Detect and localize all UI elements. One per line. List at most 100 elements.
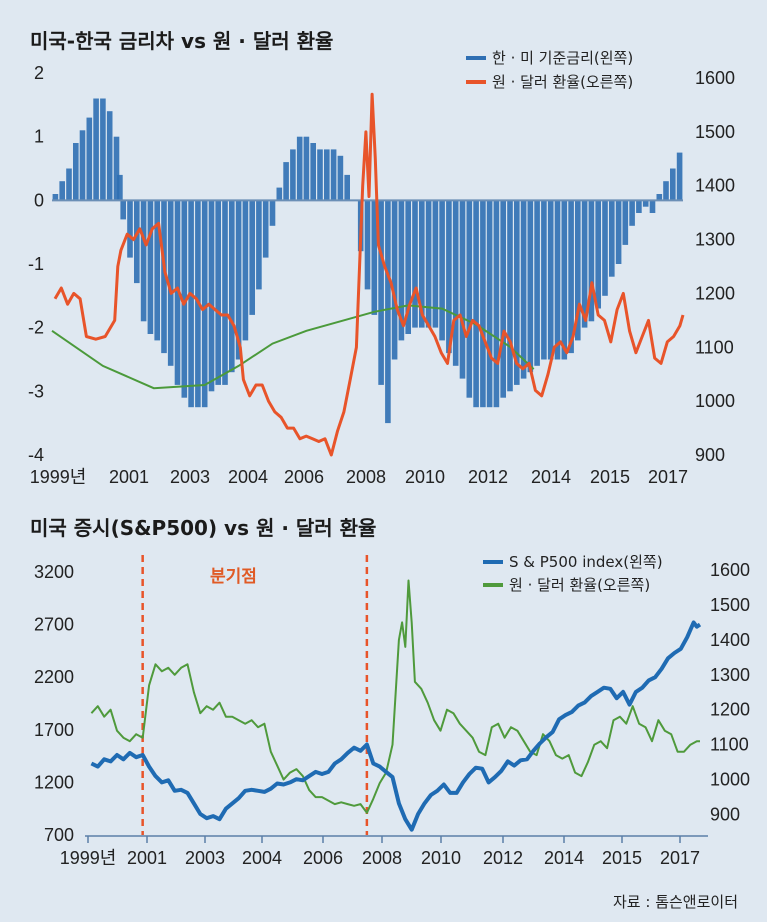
chart2-left-tick-4: 1200	[34, 772, 74, 792]
chart1-left-tick-6: -4	[28, 445, 44, 465]
chart1-left-tick-3: -1	[28, 254, 44, 274]
chart1-right-tick-7: 900	[695, 445, 725, 465]
chart1-bar-3	[73, 143, 79, 201]
chart1-bar-59	[446, 200, 452, 354]
chart1-title: 미국-한국 금리차 vs 원 · 달러 환율	[30, 29, 333, 53]
chart1-x-tick-5: 2008	[346, 467, 386, 487]
chart1-fx-line	[53, 92, 685, 457]
chart1-bar-14	[140, 200, 147, 322]
chart1-bar-77	[568, 200, 574, 354]
chart1-bar-92	[670, 168, 676, 201]
chart2-x-tick-10: 2017	[660, 848, 700, 868]
chart1-bar-17	[161, 200, 167, 354]
chart1-bar-82	[602, 200, 608, 296]
chart1-bar-85	[622, 200, 629, 245]
chart1-x-tick-1: 2001	[109, 467, 149, 487]
chart1-bar-78	[575, 200, 581, 341]
chart1-bar-37	[296, 136, 303, 201]
chart2-legend-label-0: S & P500 index(왼쪽)	[509, 553, 663, 571]
chart1-bar-19	[174, 200, 181, 385]
chart1-bar-53	[405, 200, 411, 334]
chart1-x-tick-3: 2004	[228, 467, 268, 487]
chart2-legend: S & P500 index(왼쪽) 원 · 달러 환율(오른쪽)	[483, 553, 663, 594]
chart2-right-tick-4: 1200	[710, 700, 750, 720]
chart1-bar-12	[127, 200, 133, 258]
chart1-bar-41	[324, 149, 330, 201]
chart1-bar-2	[66, 168, 72, 201]
chart1-right-tick-0: 1600	[695, 68, 735, 88]
chart1-bar-65	[486, 200, 493, 408]
chart1-legend: 한 · 미 기준금리(왼쪽) 원 · 달러 환율(오른쪽)	[466, 49, 633, 91]
chart1-bar-18	[167, 200, 174, 366]
chart1-bar-30	[249, 200, 255, 315]
chart1-bar-38	[303, 136, 310, 201]
chart1-bar-73	[541, 200, 547, 360]
chart1-bar-11	[120, 200, 126, 220]
chart2-left-tick-0: 3200	[34, 562, 74, 582]
chart1-bar-86	[629, 200, 635, 226]
chart1-left-tick-0: 2	[34, 63, 44, 83]
chart1-bar-57	[432, 200, 439, 328]
chart1-bar-40	[317, 149, 323, 201]
chart2-right-axis: 1600 1500 1400 1300 1200 1100 1000 900	[710, 560, 750, 825]
chart1-bar-63	[473, 200, 479, 408]
chart1-right-tick-3: 1300	[695, 230, 735, 250]
chart2-x-tick-7: 2012	[483, 848, 523, 868]
chart1-left-tick-5: -3	[28, 381, 44, 401]
chart2-x-tick-5: 2008	[362, 848, 402, 868]
chart-sp500: 미국 증시(S&P500) vs 원 · 달러 환율 3200 2700 2200 1…	[30, 516, 750, 911]
chart1-bar-56	[425, 200, 432, 328]
chart2-x-tick-1: 2001	[127, 848, 167, 868]
chart1-bar-32	[262, 200, 269, 258]
chart1-bar-84	[615, 200, 622, 264]
chart1-bar-23	[201, 200, 208, 408]
chart1-bar-34	[276, 187, 283, 201]
chart1-bar-36	[290, 149, 296, 201]
chart1-bar-81	[595, 200, 601, 309]
chart2-legend-label-1: 원 · 달러 환율(오른쪽)	[509, 576, 650, 594]
chart1-right-tick-1: 1500	[695, 122, 735, 142]
chart1-bar-79	[581, 200, 588, 328]
chart1-bar-70	[520, 200, 527, 379]
chart1-x-tick-0: 1999년	[30, 467, 87, 487]
chart1-bar-69	[514, 200, 520, 385]
chart1-bar-61	[459, 200, 466, 379]
chart1-bars	[52, 98, 683, 424]
chart2-x-tick-2: 2003	[185, 848, 225, 868]
chart2-x-tick-3: 2004	[242, 848, 282, 868]
chart2-right-tick-3: 1300	[710, 665, 750, 685]
chart-rate-spread: 미국-한국 금리차 vs 원 · 달러 환율 210-1-2-3-4 16001…	[28, 29, 735, 487]
chart1-bar-27	[229, 200, 235, 373]
chart2-right-tick-7: 900	[710, 805, 740, 825]
chart1-left-axis: 2 1 0 -1 -2 -3 -4	[28, 63, 44, 465]
source-note: 자료 : 톰슨앤로이터	[613, 893, 738, 911]
chart1-bar-87	[636, 200, 642, 213]
chart1-bar-76	[561, 200, 568, 360]
chart1-x-axis: 1999년 2001 2003 2004 2006 2008 2010 2012 2014 201…	[30, 467, 688, 487]
chart1-right-axis: 1600 1500 1400 1300 1200 1100 1000 900	[695, 68, 735, 465]
chart2-fx-line	[90, 579, 700, 814]
chart1-bar-89	[649, 200, 656, 213]
chart1-bar-88	[642, 200, 649, 207]
chart1-bar-90	[656, 194, 663, 201]
chart2-x-tick-0: 1999년	[60, 848, 117, 868]
chart1-bar-75	[554, 200, 561, 360]
chart1-x-tick-7: 2012	[468, 467, 508, 487]
chart1-bar-49	[378, 200, 384, 385]
chart1-x-tick-6: 2010	[405, 467, 445, 487]
chart2-right-tick-1: 1500	[710, 595, 750, 615]
chart1-bar-6	[93, 98, 99, 201]
chart1-bar-44	[344, 174, 350, 201]
chart1-x-tick-2: 2003	[170, 467, 210, 487]
chart1-x-tick-10: 2017	[648, 467, 688, 487]
chart1-bar-60	[452, 200, 459, 366]
chart2-title: 미국 증시(S&P500) vs 원 · 달러 환율	[30, 516, 376, 540]
chart1-x-tick-8: 2014	[531, 467, 571, 487]
chart2-x-tick-8: 2014	[544, 848, 584, 868]
chart1-x-tick-9: 2015	[590, 467, 630, 487]
chart1-bar-67	[500, 200, 506, 398]
chart1-bar-25	[215, 200, 221, 385]
chart1-bar-72	[534, 200, 540, 366]
chart2-left-tick-1: 2700	[34, 615, 74, 635]
